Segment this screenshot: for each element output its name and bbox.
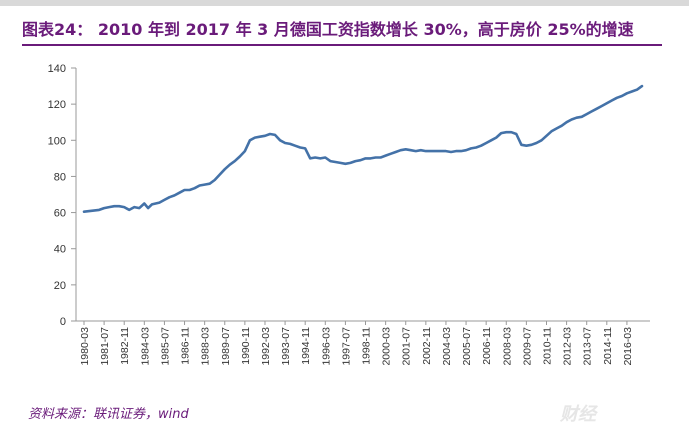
y-tick-label: 140: [48, 63, 66, 75]
title-underline: [22, 44, 662, 46]
x-tick-label: 2006-11: [481, 327, 493, 365]
y-tick-label: 20: [54, 280, 66, 292]
x-tick-label: 1998-11: [361, 327, 373, 365]
x-tick-label: 1996-03: [320, 327, 332, 366]
source-note: 资料来源：联讯证券，wind: [28, 407, 189, 422]
watermark-logo: 财经: [560, 404, 596, 425]
x-tick-label: 2009-07: [521, 327, 533, 366]
x-tick-label: 2004-03: [441, 327, 453, 366]
x-tick-label: 1984-03: [139, 327, 151, 366]
x-tick-label: 2010-11: [541, 327, 553, 365]
x-tick-label: 2005-07: [461, 327, 473, 366]
x-tick-label: 2001-07: [401, 327, 413, 366]
x-tick-label: 2002-11: [421, 327, 433, 365]
x-tick-label: 1982-11: [119, 327, 131, 365]
wage-index-series-line: [82, 84, 644, 213]
x-tick-label: 1981-07: [99, 327, 111, 366]
y-tick-label: 60: [54, 208, 66, 220]
x-tick-label: 2000-03: [381, 327, 393, 366]
x-tick-label: 1986-11: [180, 327, 192, 365]
x-tick-label: 1988-03: [200, 327, 212, 366]
x-tick-label: 1993-07: [280, 327, 292, 366]
x-tick-label: 2008-03: [501, 327, 513, 366]
x-tick-label: 1989-07: [220, 327, 232, 366]
y-tick-label: 100: [48, 135, 66, 147]
x-tick-label: 1985-07: [159, 327, 171, 366]
x-tick-label: 1990-11: [240, 327, 252, 365]
x-tick-label: 1997-07: [340, 327, 352, 366]
x-tick-label: 1980-03: [79, 327, 91, 366]
x-tick-label: 2013-07: [582, 327, 594, 366]
x-tick-label: 1992-03: [260, 327, 272, 366]
y-tick-label: 0: [60, 316, 66, 328]
top-strip: [0, 0, 689, 6]
x-tick-label: 2016-03: [622, 327, 634, 366]
chart-title: 图表24： 2010 年到 2017 年 3 月德国工资指数增长 30%，高于房…: [22, 20, 634, 39]
y-tick-label: 120: [48, 99, 66, 111]
x-tick-label: 1994-11: [300, 327, 312, 365]
y-tick-label: 80: [54, 171, 66, 183]
x-tick-label: 2014-11: [602, 327, 614, 365]
y-tick-label: 40: [54, 244, 66, 256]
x-tick-label: 2012-03: [562, 327, 574, 366]
